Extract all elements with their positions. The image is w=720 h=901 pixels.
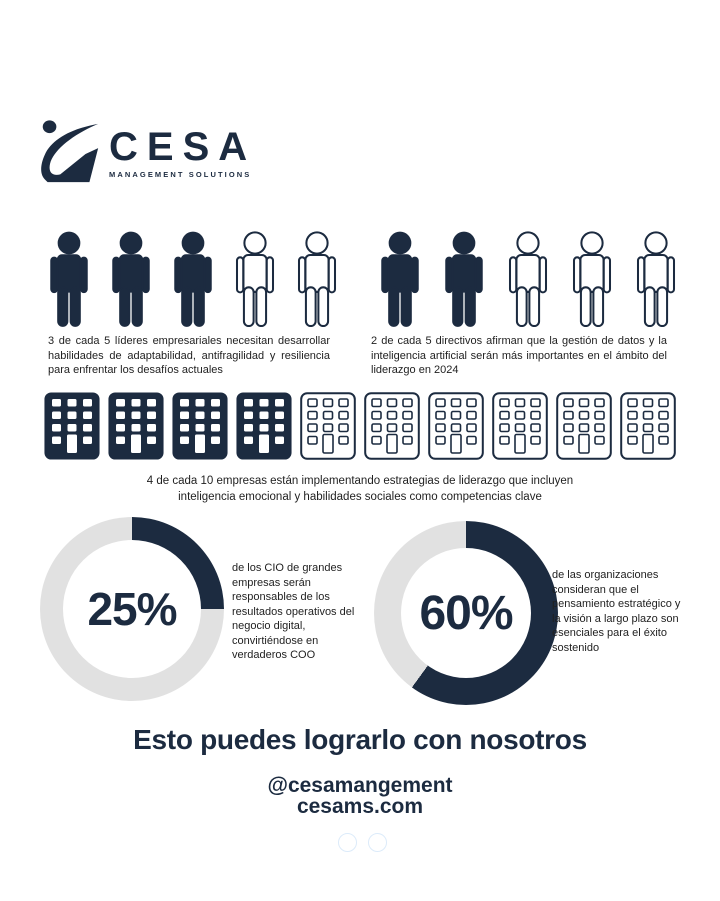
building-icon-filled <box>236 392 292 460</box>
person-icon-outline <box>235 231 275 327</box>
pictograph-companies <box>0 392 720 460</box>
building-icon-outline <box>620 392 676 460</box>
brand-name: CESA <box>109 125 257 169</box>
caption-donut-60: de las organizaciones consideran que el … <box>552 569 681 654</box>
donut-25-label: 25% <box>87 583 177 635</box>
caption-donut-25: de los CIO de grandes empresas serán res… <box>232 562 355 662</box>
building-icon-outline <box>556 392 612 460</box>
person-icon-filled <box>50 231 88 327</box>
building-icon-filled <box>44 392 100 460</box>
website-url: cesams.com <box>296 795 424 818</box>
building-icon-outline <box>300 392 356 460</box>
brand-logo: CESA MANAGEMENT SOLUTIONS <box>33 118 256 188</box>
building-icon-filled <box>172 392 228 460</box>
social-handle: @cesamangement <box>267 774 453 797</box>
caption-executives: 2 de cada 5 directivos afirman que la ge… <box>371 335 667 377</box>
brand-tagline: MANAGEMENT SOLUTIONS <box>109 170 252 179</box>
building-icon-outline <box>364 392 420 460</box>
building-icon-outline <box>428 392 484 460</box>
pictograph-leaders <box>45 231 341 327</box>
person-icon-outline <box>297 231 337 327</box>
person-icon-filled <box>174 231 212 327</box>
decorative-circle <box>338 833 357 852</box>
pictograph-executives <box>376 231 680 327</box>
caption-leaders: 3 de cada 5 líderes empresariales necesi… <box>48 335 330 377</box>
person-icon-filled <box>112 231 150 327</box>
building-icon-filled <box>108 392 164 460</box>
building-icon-outline <box>492 392 548 460</box>
footer-headline: Esto puedes lograrlo con nosotros <box>133 724 587 755</box>
donut-chart-60: 60% <box>374 521 558 705</box>
caption-companies: 4 de cada 10 empresas están implementand… <box>146 475 574 503</box>
person-icon-filled <box>445 231 483 327</box>
person-icon-filled <box>381 231 419 327</box>
person-icon-outline <box>508 231 548 327</box>
decorative-circle <box>368 833 387 852</box>
donut-chart-25: 25% <box>40 517 224 701</box>
cesa-swoosh-icon <box>41 120 99 183</box>
person-icon-outline <box>572 231 612 327</box>
donut-60-label: 60% <box>419 586 513 640</box>
person-icon-outline <box>636 231 676 327</box>
